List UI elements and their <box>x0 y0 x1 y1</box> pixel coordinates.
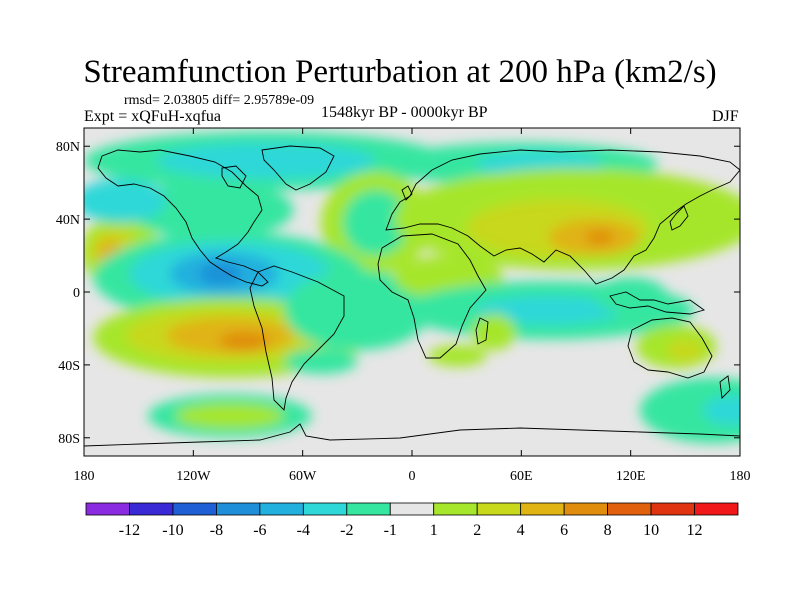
field-anomaly-36 <box>703 395 740 426</box>
colorbar-swatch-3 <box>215 502 261 516</box>
field-anomaly-28 <box>472 313 516 351</box>
field-anomaly-30 <box>428 344 487 367</box>
period-label: 1548kyr BP - 0000kyr BP <box>321 104 488 121</box>
coastline-greenland <box>261 145 335 191</box>
field-anomaly-6 <box>84 179 166 223</box>
y-tick-label: 80N <box>56 140 80 155</box>
colorbar-label: -12 <box>119 522 140 539</box>
field-anomaly-17 <box>284 270 431 351</box>
colorbar-swatch-4 <box>259 502 304 516</box>
coastline-new-zealand <box>719 375 731 399</box>
colorbar-swatch-0 <box>85 502 130 516</box>
colorbar-label: 6 <box>560 522 568 539</box>
field-anomaly-34 <box>175 403 285 429</box>
coastlines <box>84 145 740 447</box>
colorbar-swatch-6 <box>346 502 391 516</box>
x-tick-label: 120W <box>176 469 211 484</box>
plot-title: Streamfunction Perturbation at 200 hPa (… <box>83 54 717 90</box>
colorbar-label: 4 <box>517 522 525 539</box>
x-tick-label: 180 <box>74 469 95 484</box>
colorbar-label: 1 <box>430 522 438 539</box>
rmsd-stats: rmsd= 2.03805 diff= 2.95789e-09 <box>124 93 315 108</box>
colorbar-swatch-14 <box>694 502 739 516</box>
y-tick-label: 40N <box>56 213 80 228</box>
field-anomaly-8 <box>342 189 409 256</box>
field-anomaly-16 <box>218 332 270 351</box>
colorbar-label: 8 <box>604 522 612 539</box>
coastline-eurasia <box>385 149 740 285</box>
coastline-japan <box>669 205 689 231</box>
colorbar-swatch-1 <box>129 502 174 516</box>
colorbar-label: -6 <box>253 522 266 539</box>
colorbar-label: 12 <box>687 522 703 539</box>
colorbar-label: 2 <box>473 522 481 539</box>
field-anomaly-32 <box>667 339 704 362</box>
colorbar-swatch-13 <box>650 502 695 516</box>
experiment-label: Expt = xQFuH-xqfua <box>84 108 222 125</box>
field-anomaly-24 <box>585 230 615 245</box>
field-anomaly-12 <box>198 262 243 285</box>
colorbar-label: 10 <box>643 522 659 539</box>
coastline-australia <box>627 317 713 379</box>
coastline-africa <box>377 233 487 359</box>
field-anomaly-35 <box>639 377 740 444</box>
y-tick-label: 40S <box>58 359 80 374</box>
colorbar-label: -8 <box>210 522 223 539</box>
colorbar-label: -4 <box>297 522 310 539</box>
colorbar: -12 -10 -8 -6 -4 -2 -1 1 2 4 6 8 10 12 <box>85 502 739 539</box>
x-tick-label: 120E <box>616 469 646 484</box>
coastline-uk <box>401 185 413 201</box>
x-tick-label: 60W <box>289 469 317 484</box>
coastline-antarctica <box>84 423 740 447</box>
colorbar-swatch-12 <box>607 502 652 516</box>
field-anomaly-29 <box>284 348 358 374</box>
colorbar-swatch-11 <box>563 502 609 516</box>
colorbar-swatch-8 <box>433 502 478 516</box>
x-tick-label: 180 <box>730 469 751 484</box>
colorbar-swatch-10 <box>520 502 565 516</box>
axis-ticks: 80N 40N 0 40S 80S 180 120W 60W 0 60E 120E 180 <box>56 128 751 484</box>
colorbar-swatch-2 <box>172 502 217 516</box>
x-tick-label: 60E <box>510 469 533 484</box>
colorbar-swatch-7 <box>389 502 435 516</box>
colorbar-swatch-9 <box>476 502 522 516</box>
field-anomaly-26 <box>475 295 622 325</box>
streamfunction-field <box>84 131 740 444</box>
y-tick-label: 80S <box>58 432 80 447</box>
x-tick-label: 0 <box>409 469 416 484</box>
coastline-indonesia <box>609 291 706 315</box>
colorbar-label: -10 <box>162 522 183 539</box>
coastline-madagascar <box>475 317 489 345</box>
colorbar-label: -2 <box>340 522 353 539</box>
colorbar-swatch-5 <box>302 502 348 516</box>
field-anomaly-4 <box>156 142 376 180</box>
coastline-hudson-bay <box>221 165 247 189</box>
field-anomaly-27 <box>594 277 668 314</box>
coastline-south-america <box>249 265 345 411</box>
season-label: DJF <box>712 108 739 125</box>
y-tick-label: 0 <box>73 286 80 301</box>
colorbar-label: -1 <box>384 522 397 539</box>
